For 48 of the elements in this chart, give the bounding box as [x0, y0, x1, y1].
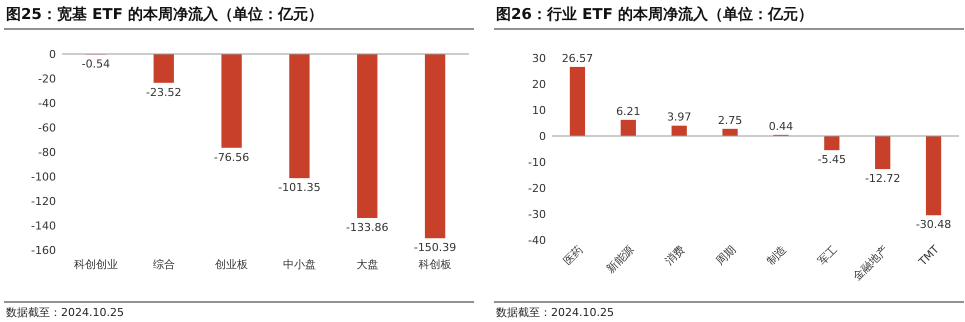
- y-tick-label: -40: [528, 234, 546, 247]
- data-label: -150.39: [414, 241, 456, 254]
- y-tick-label: -20: [528, 182, 546, 195]
- x-tick-label: 新能源: [604, 242, 636, 276]
- y-tick-label: -20: [38, 72, 56, 86]
- x-tick-label: 科创创业: [74, 258, 118, 271]
- y-tick-label: 10: [532, 104, 546, 117]
- y-tick-label: 0: [539, 130, 546, 143]
- x-tick-label: 周期: [713, 242, 738, 268]
- data-label: 6.21: [616, 104, 641, 118]
- y-tick-label: -160: [31, 244, 56, 257]
- data-label: 26.57: [562, 52, 594, 65]
- data-label: -0.54: [82, 58, 110, 71]
- data-label: -76.56: [214, 150, 250, 164]
- data-label: -101.35: [278, 181, 321, 194]
- data-label: 3.97: [666, 110, 692, 124]
- x-tick-label: 科创板: [418, 258, 452, 271]
- x-tick-label: 医药: [560, 242, 586, 268]
- x-tick-label: 综合: [152, 258, 175, 271]
- x-tick-label: 军工: [815, 242, 840, 268]
- x-tick-label: 创业板: [215, 258, 248, 271]
- y-tick-label: 0: [49, 48, 56, 61]
- x-tick-label: 制造: [764, 242, 790, 268]
- y-tick-label: -80: [38, 146, 56, 159]
- y-tick-label: -30: [528, 208, 546, 221]
- data-label: -30.48: [916, 218, 952, 232]
- y-tick-label: -120: [31, 195, 56, 208]
- x-tick-label: 消费: [662, 242, 688, 268]
- y-tick-label: -10: [528, 156, 546, 169]
- chart-title: 图26：行业 ETF 的本周净流入（单位：亿元）: [496, 5, 814, 23]
- data-label: -12.72: [864, 172, 900, 186]
- data-label: -23.52: [146, 86, 182, 99]
- data-label: 2.75: [718, 114, 742, 127]
- x-tick-label: 大盘: [356, 258, 378, 271]
- y-tick-label: 30: [532, 52, 546, 65]
- x-tick-label: 金融地产: [850, 242, 891, 284]
- y-tick-label: -60: [38, 122, 56, 134]
- text: 数据截至：2024.10.25: [6, 306, 124, 319]
- y-tick-label: -140: [31, 220, 56, 232]
- y-tick-label: -40: [38, 97, 56, 110]
- chart-title: 图25：宽基 ETF 的本周净流入（单位：亿元）: [6, 5, 324, 23]
- y-tick-label: 20: [532, 78, 546, 91]
- text: 数据截至：2024.10.25: [496, 306, 614, 319]
- data-label: -5.45: [818, 153, 846, 166]
- data-label: -133.86: [346, 220, 388, 234]
- x-tick-label: 中小盘: [282, 258, 316, 271]
- data-label: 0.44: [768, 120, 794, 133]
- y-tick-label: -100: [31, 170, 56, 184]
